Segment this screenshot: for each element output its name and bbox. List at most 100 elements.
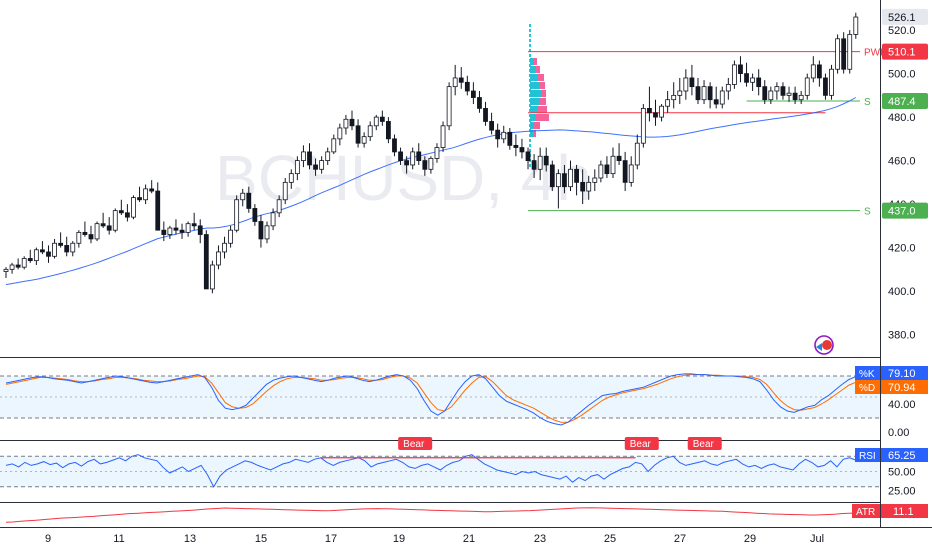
candle (276, 195, 282, 218)
volume-profile-bar (535, 114, 550, 121)
candle-body (507, 131, 513, 146)
candle (719, 86, 725, 109)
candle-body (179, 229, 185, 233)
candle-body (386, 121, 391, 140)
candle (319, 156, 325, 174)
candle (750, 73, 756, 91)
candle-body (191, 223, 197, 227)
candle (33, 247, 39, 265)
candle-body (234, 199, 240, 231)
candle (410, 147, 416, 170)
candle (829, 64, 834, 100)
stoch-k-line (5, 373, 856, 426)
candle (513, 134, 519, 157)
candle-body (252, 208, 258, 222)
candle (701, 80, 707, 105)
stoch-label-value: 79.10 (888, 368, 916, 380)
candle-body (367, 125, 373, 138)
candle (452, 64, 458, 96)
candle-body (222, 242, 227, 253)
candle (647, 86, 652, 122)
price-label-bg (882, 93, 928, 110)
main-axis-labels[interactable]: 526.1 510.1 487.4 437.0 (882, 8, 928, 219)
replay-icon[interactable] (814, 335, 834, 355)
candle-body (264, 225, 270, 240)
candle (373, 114, 379, 131)
time-tick-label: 29 (744, 533, 756, 545)
candle (434, 143, 440, 163)
rsi-label-name: RSI (859, 451, 876, 462)
level-line-label: S (864, 207, 871, 218)
candle (216, 245, 221, 270)
candle-body (732, 64, 737, 85)
candle-body (70, 242, 76, 253)
candle (489, 112, 495, 135)
volume-profile-bar (542, 90, 547, 97)
candle-body (598, 164, 604, 179)
candle-body (647, 108, 652, 114)
candle (301, 145, 306, 168)
candle-body (343, 118, 349, 129)
candle (695, 77, 701, 105)
candle (756, 69, 762, 96)
time-tick-label: 13 (184, 533, 196, 545)
candle-body (525, 151, 531, 161)
candle-body (604, 164, 610, 175)
candle-body (319, 160, 325, 170)
price-label-box[interactable]: 526.1 (882, 8, 928, 25)
price-label-text: 510.1 (888, 47, 916, 59)
candle (762, 80, 768, 105)
volume-profile-bar (534, 122, 541, 129)
candle (209, 260, 215, 294)
candle-body (750, 77, 756, 83)
candle-body (307, 151, 312, 166)
stoch-tick-label: 0.00 (888, 427, 909, 439)
candle (574, 164, 579, 196)
candle-body (21, 258, 27, 268)
candle (640, 104, 646, 148)
candle (446, 82, 452, 131)
candle (470, 82, 476, 105)
candle-body (9, 264, 15, 270)
candle (464, 75, 470, 96)
candle-body (452, 77, 458, 88)
candle (683, 69, 689, 100)
candle (307, 143, 312, 170)
candle (495, 123, 501, 148)
price-label-box[interactable]: 487.4 (882, 93, 928, 110)
candle (46, 245, 51, 263)
candle (628, 156, 634, 187)
candle (125, 204, 130, 222)
price-label-box[interactable]: 510.1 (882, 43, 928, 60)
candle (586, 175, 592, 200)
candle-body (149, 188, 155, 192)
stoch-label-value: 70.94 (888, 382, 916, 394)
candle (713, 86, 719, 109)
stoch-label-name: %K (859, 369, 875, 380)
candle-body (76, 231, 82, 244)
candle (738, 56, 743, 83)
candle (386, 117, 391, 144)
rsi-line (5, 454, 856, 488)
candle-body (446, 86, 452, 127)
atr-label-name: ATR (856, 507, 875, 518)
candle-body (422, 160, 428, 170)
stoch-value-label: %K 79.10 (855, 366, 928, 380)
candle-body (792, 92, 798, 101)
candle-body (410, 151, 416, 166)
candle (21, 256, 27, 270)
bear-label-text: Bear (403, 439, 425, 450)
candle-body (464, 81, 470, 92)
candle (398, 147, 403, 165)
volume-profile-bar (530, 74, 539, 81)
candle (549, 160, 555, 192)
candle (798, 91, 804, 105)
candle (610, 147, 616, 178)
stoch-label-bg (855, 380, 928, 394)
symbol-watermark: BCHUSD, 4h (215, 142, 592, 214)
atr-line (5, 507, 856, 523)
price-label-box[interactable]: 437.0 (882, 202, 928, 219)
volume-profile-bar (533, 130, 537, 137)
candle (294, 156, 300, 181)
